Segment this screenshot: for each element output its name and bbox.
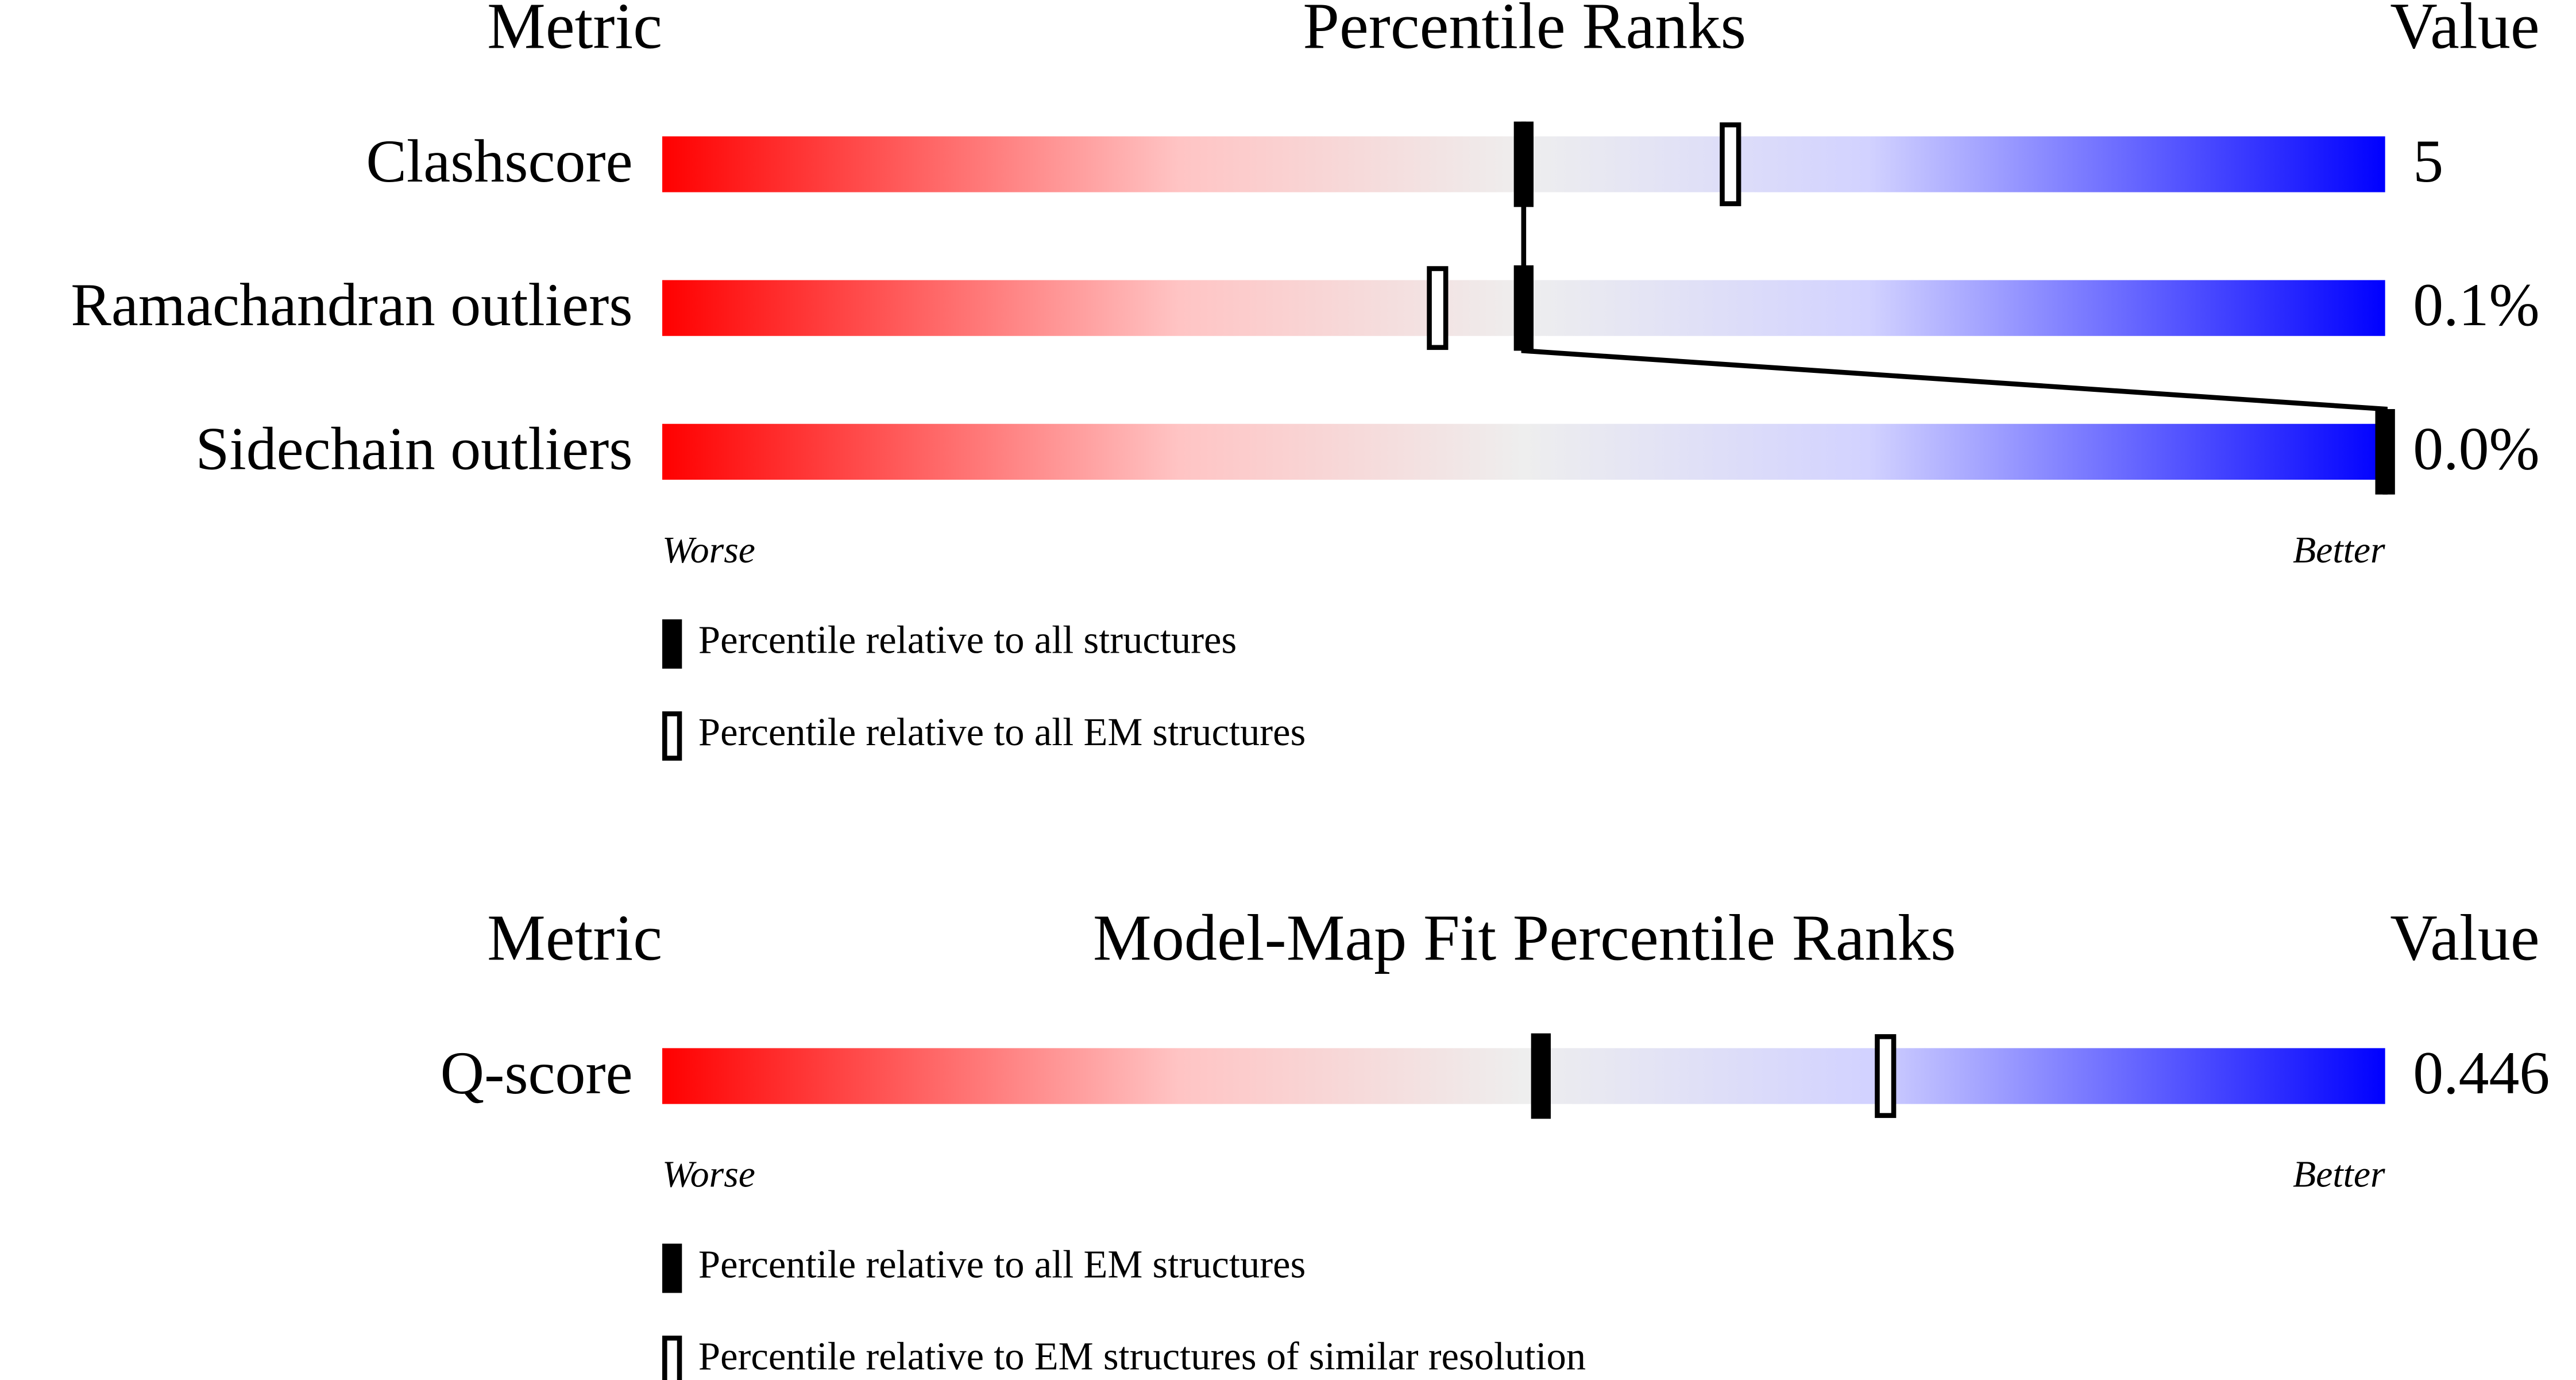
metric-header: Metric bbox=[487, 901, 662, 974]
metric-label: Sidechain outliers bbox=[196, 415, 633, 482]
legend-swatch bbox=[662, 711, 682, 761]
legend-swatch bbox=[662, 1335, 682, 1380]
metric-value: 0.446 bbox=[2413, 1039, 2550, 1107]
value-header: Value bbox=[2390, 0, 2539, 62]
legend-label: Percentile relative to all structures bbox=[698, 618, 1237, 662]
percentile-marker-open bbox=[1875, 1034, 1897, 1118]
worse-label: Worse bbox=[662, 1153, 755, 1195]
chart-title: Model-Map Fit Percentile Ranks bbox=[1093, 901, 1956, 974]
metric-label: Q-score bbox=[441, 1039, 633, 1107]
better-label: Better bbox=[2293, 529, 2385, 571]
legend-swatch bbox=[662, 619, 682, 669]
legend-label: Percentile relative to EM structures of … bbox=[698, 1334, 1586, 1378]
value-header: Value bbox=[2390, 901, 2539, 974]
slider-bar bbox=[662, 1048, 2385, 1104]
worse-label: Worse bbox=[662, 529, 755, 571]
legend-swatch bbox=[662, 1243, 682, 1293]
legend-label: Percentile relative to all EM structures bbox=[698, 710, 1306, 754]
percentile-marker-open bbox=[1427, 266, 1449, 350]
percentile-marker bbox=[1531, 1033, 1551, 1119]
legend-label: Percentile relative to all EM structures bbox=[698, 1242, 1306, 1286]
percentile-marker bbox=[2375, 409, 2395, 495]
metric-label: Ramachandran outliers bbox=[71, 271, 632, 338]
chart-title: Percentile Ranks bbox=[1303, 0, 1746, 62]
metric-value: 5 bbox=[2413, 128, 2443, 195]
better-label: Better bbox=[2293, 1153, 2385, 1195]
metric-value: 0.1% bbox=[2413, 271, 2539, 338]
percentile-marker bbox=[1513, 265, 1534, 351]
percentile-marker bbox=[1513, 121, 1534, 207]
metric-label: Clashscore bbox=[366, 128, 632, 195]
metric-header: Metric bbox=[487, 0, 662, 62]
slider-bar bbox=[662, 423, 2385, 480]
percentile-marker-open bbox=[1720, 122, 1741, 206]
metric-value: 0.0% bbox=[2413, 415, 2539, 482]
